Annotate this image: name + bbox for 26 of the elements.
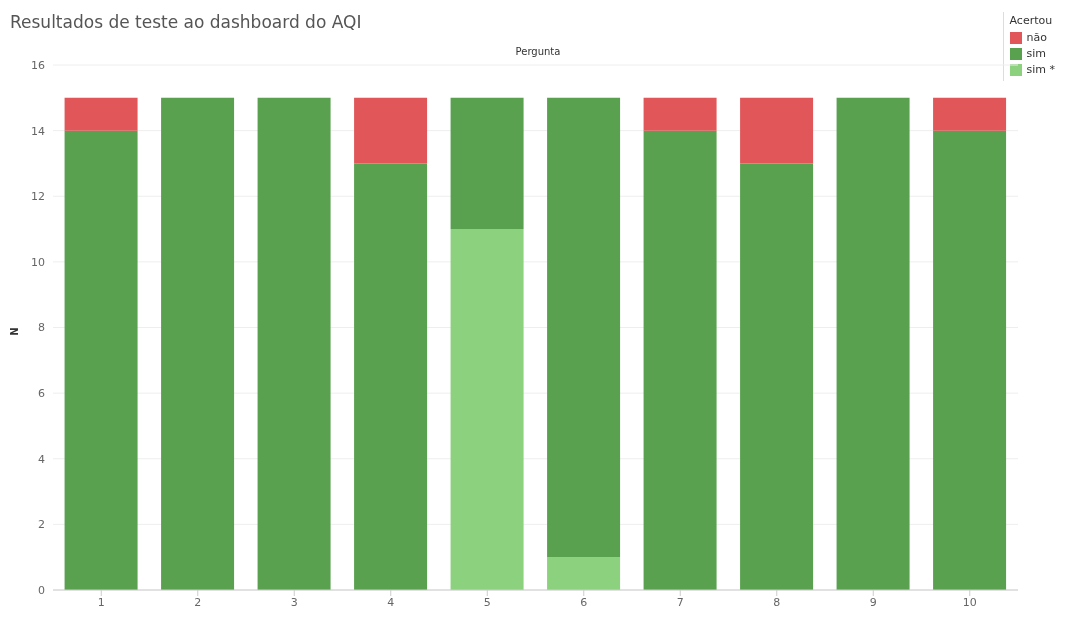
y-tick-label: 0 [38, 583, 45, 597]
chart-title: Resultados de teste ao dashboard do AQI [10, 12, 362, 32]
x-tick-label: 7 [676, 595, 684, 609]
x-tick-label: 1 [97, 595, 105, 609]
legend-label: sim * [1026, 63, 1055, 76]
y-tick-label: 14 [31, 124, 45, 138]
legend-title: Acertou [1009, 14, 1054, 27]
y-tick-label: 10 [31, 255, 45, 269]
y-tick-label: 2 [38, 518, 45, 532]
legend-label: não [1026, 31, 1047, 44]
legend-label: sim [1026, 47, 1047, 60]
x-tick-label: 10 [962, 595, 977, 609]
y-axis-title: N [8, 327, 20, 336]
x-tick-label: 8 [773, 595, 781, 609]
x-tick-label: 3 [290, 595, 298, 609]
x-tick-label: 9 [869, 595, 877, 609]
x-tick-label: 5 [483, 595, 491, 609]
x-axis-title: Pergunta [514, 46, 562, 57]
y-tick-label: 16 [31, 58, 45, 72]
y-tick-label: 12 [31, 190, 45, 204]
x-tick-label: 4 [387, 595, 395, 609]
y-tick-label: 8 [38, 321, 45, 335]
x-tick-label: 6 [580, 595, 588, 609]
x-tick-label: 2 [194, 595, 202, 609]
y-tick-label: 6 [38, 387, 45, 401]
y-tick-label: 4 [38, 452, 45, 466]
